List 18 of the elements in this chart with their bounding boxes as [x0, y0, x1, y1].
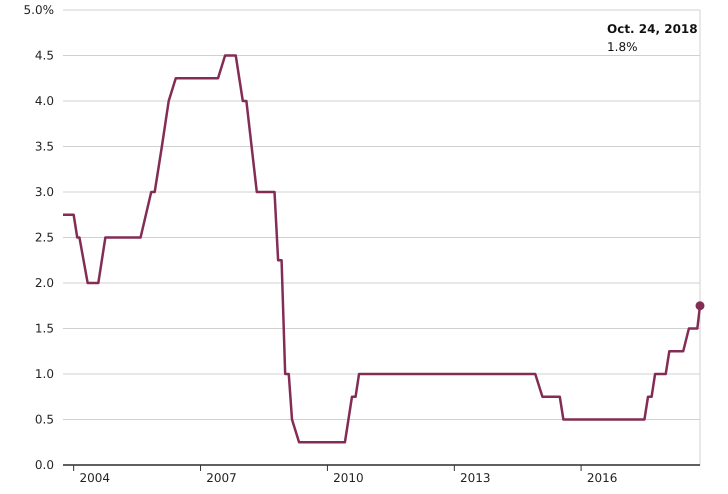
- y-tick-label: 0.0: [34, 458, 54, 472]
- y-tick-label: 1.0: [34, 367, 54, 382]
- y-tick-label: 1.5: [34, 322, 54, 336]
- x-tick-label: 2013: [460, 471, 491, 485]
- y-tick-label: 4.0: [34, 94, 54, 108]
- x-tick-label: 2016: [586, 471, 618, 485]
- x-tick-label: 2010: [333, 471, 364, 485]
- y-tick-label: 3.0: [34, 185, 54, 200]
- y-tick-label: 0.5: [34, 412, 54, 427]
- x-tick-label: 2004: [79, 471, 110, 485]
- y-tick-label: 4.5: [34, 48, 54, 63]
- annotation: Oct. 24, 2018: [607, 22, 698, 36]
- y-tick-label: 3.5: [34, 140, 54, 154]
- y-tick-label: 5.0%: [24, 3, 54, 18]
- y-tick-label: 2.5: [34, 230, 54, 245]
- x-tick-label: 2007: [206, 471, 237, 485]
- y-tick-label: 2.0: [34, 276, 54, 290]
- annotation: 1.8%: [607, 40, 638, 54]
